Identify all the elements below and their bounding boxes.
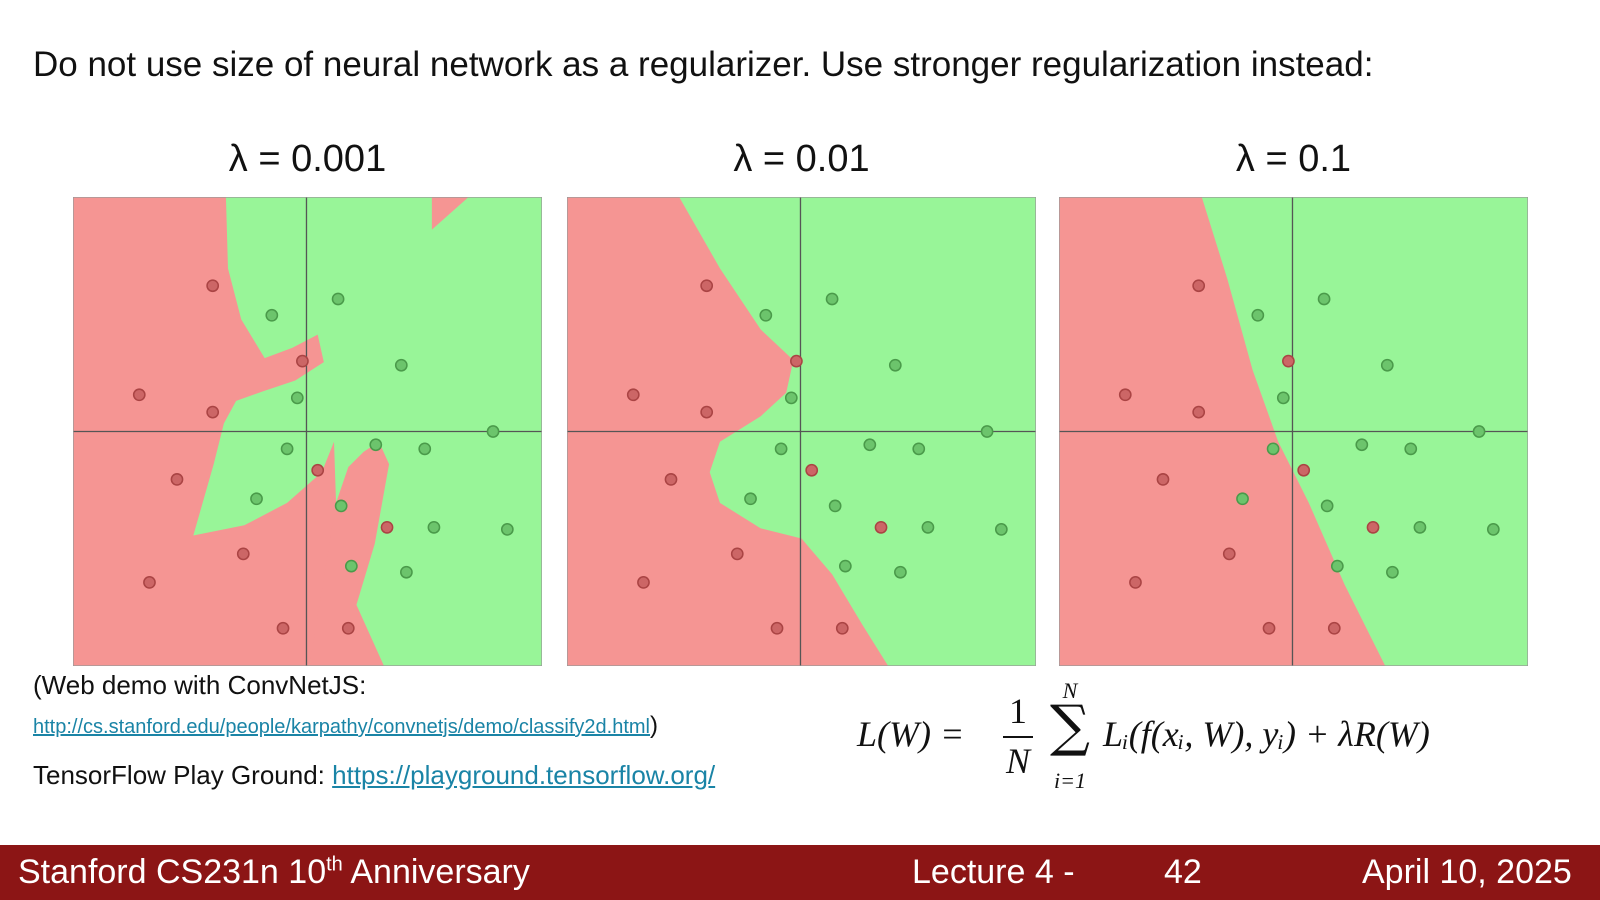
- footer-lecture: Lecture 4 -: [912, 853, 1075, 891]
- demo-close: ): [650, 712, 659, 739]
- playground-link[interactable]: https://playground.tensorflow.org/: [332, 760, 716, 790]
- panel-label: λ = 0.1: [1235, 138, 1352, 180]
- fraction-bar: [1003, 736, 1033, 738]
- decision-plot: [567, 197, 1036, 666]
- sum-top: N: [1062, 678, 1078, 703]
- footer-course: Stanford CS231n 10th Anniversary: [18, 853, 530, 892]
- decision-plot: [1059, 197, 1528, 666]
- decision-plot: [73, 197, 542, 666]
- formula-den: N: [1005, 741, 1030, 781]
- course-end: Anniversary: [342, 853, 530, 891]
- slide-title: Do not use size of neural network as a r…: [33, 45, 1374, 84]
- playground-line: TensorFlow Play Ground: https://playgrou…: [33, 760, 715, 791]
- footer-page: 42: [1164, 853, 1202, 891]
- demo-link[interactable]: http://cs.stanford.edu/people/karpathy/c…: [33, 716, 651, 738]
- sum-bottom: i=1: [1054, 768, 1086, 793]
- playground-text: TensorFlow Play Ground:: [33, 760, 325, 790]
- panel-label: λ = 0.01: [733, 138, 870, 180]
- footer: Stanford CS231n 10th Anniversary Lecture…: [0, 845, 1600, 900]
- course-name: Stanford CS231n 10: [18, 853, 327, 891]
- formula-body: Lᵢ(f(xᵢ, W), yᵢ) + λR(W): [1103, 714, 1430, 754]
- demo-text: (Web demo with ConvNetJS:: [33, 670, 367, 700]
- footer-date: April 10, 2025: [1362, 853, 1572, 891]
- formula-lhs: L(W) =: [857, 714, 965, 754]
- formula-num: 1: [1009, 691, 1027, 731]
- demo-line: http://cs.stanford.edu/people/karpathy/c…: [33, 712, 658, 740]
- panel-label: λ = 0.001: [228, 138, 387, 180]
- course-sup: th: [326, 853, 343, 876]
- sum-sign: ∑: [1050, 694, 1090, 759]
